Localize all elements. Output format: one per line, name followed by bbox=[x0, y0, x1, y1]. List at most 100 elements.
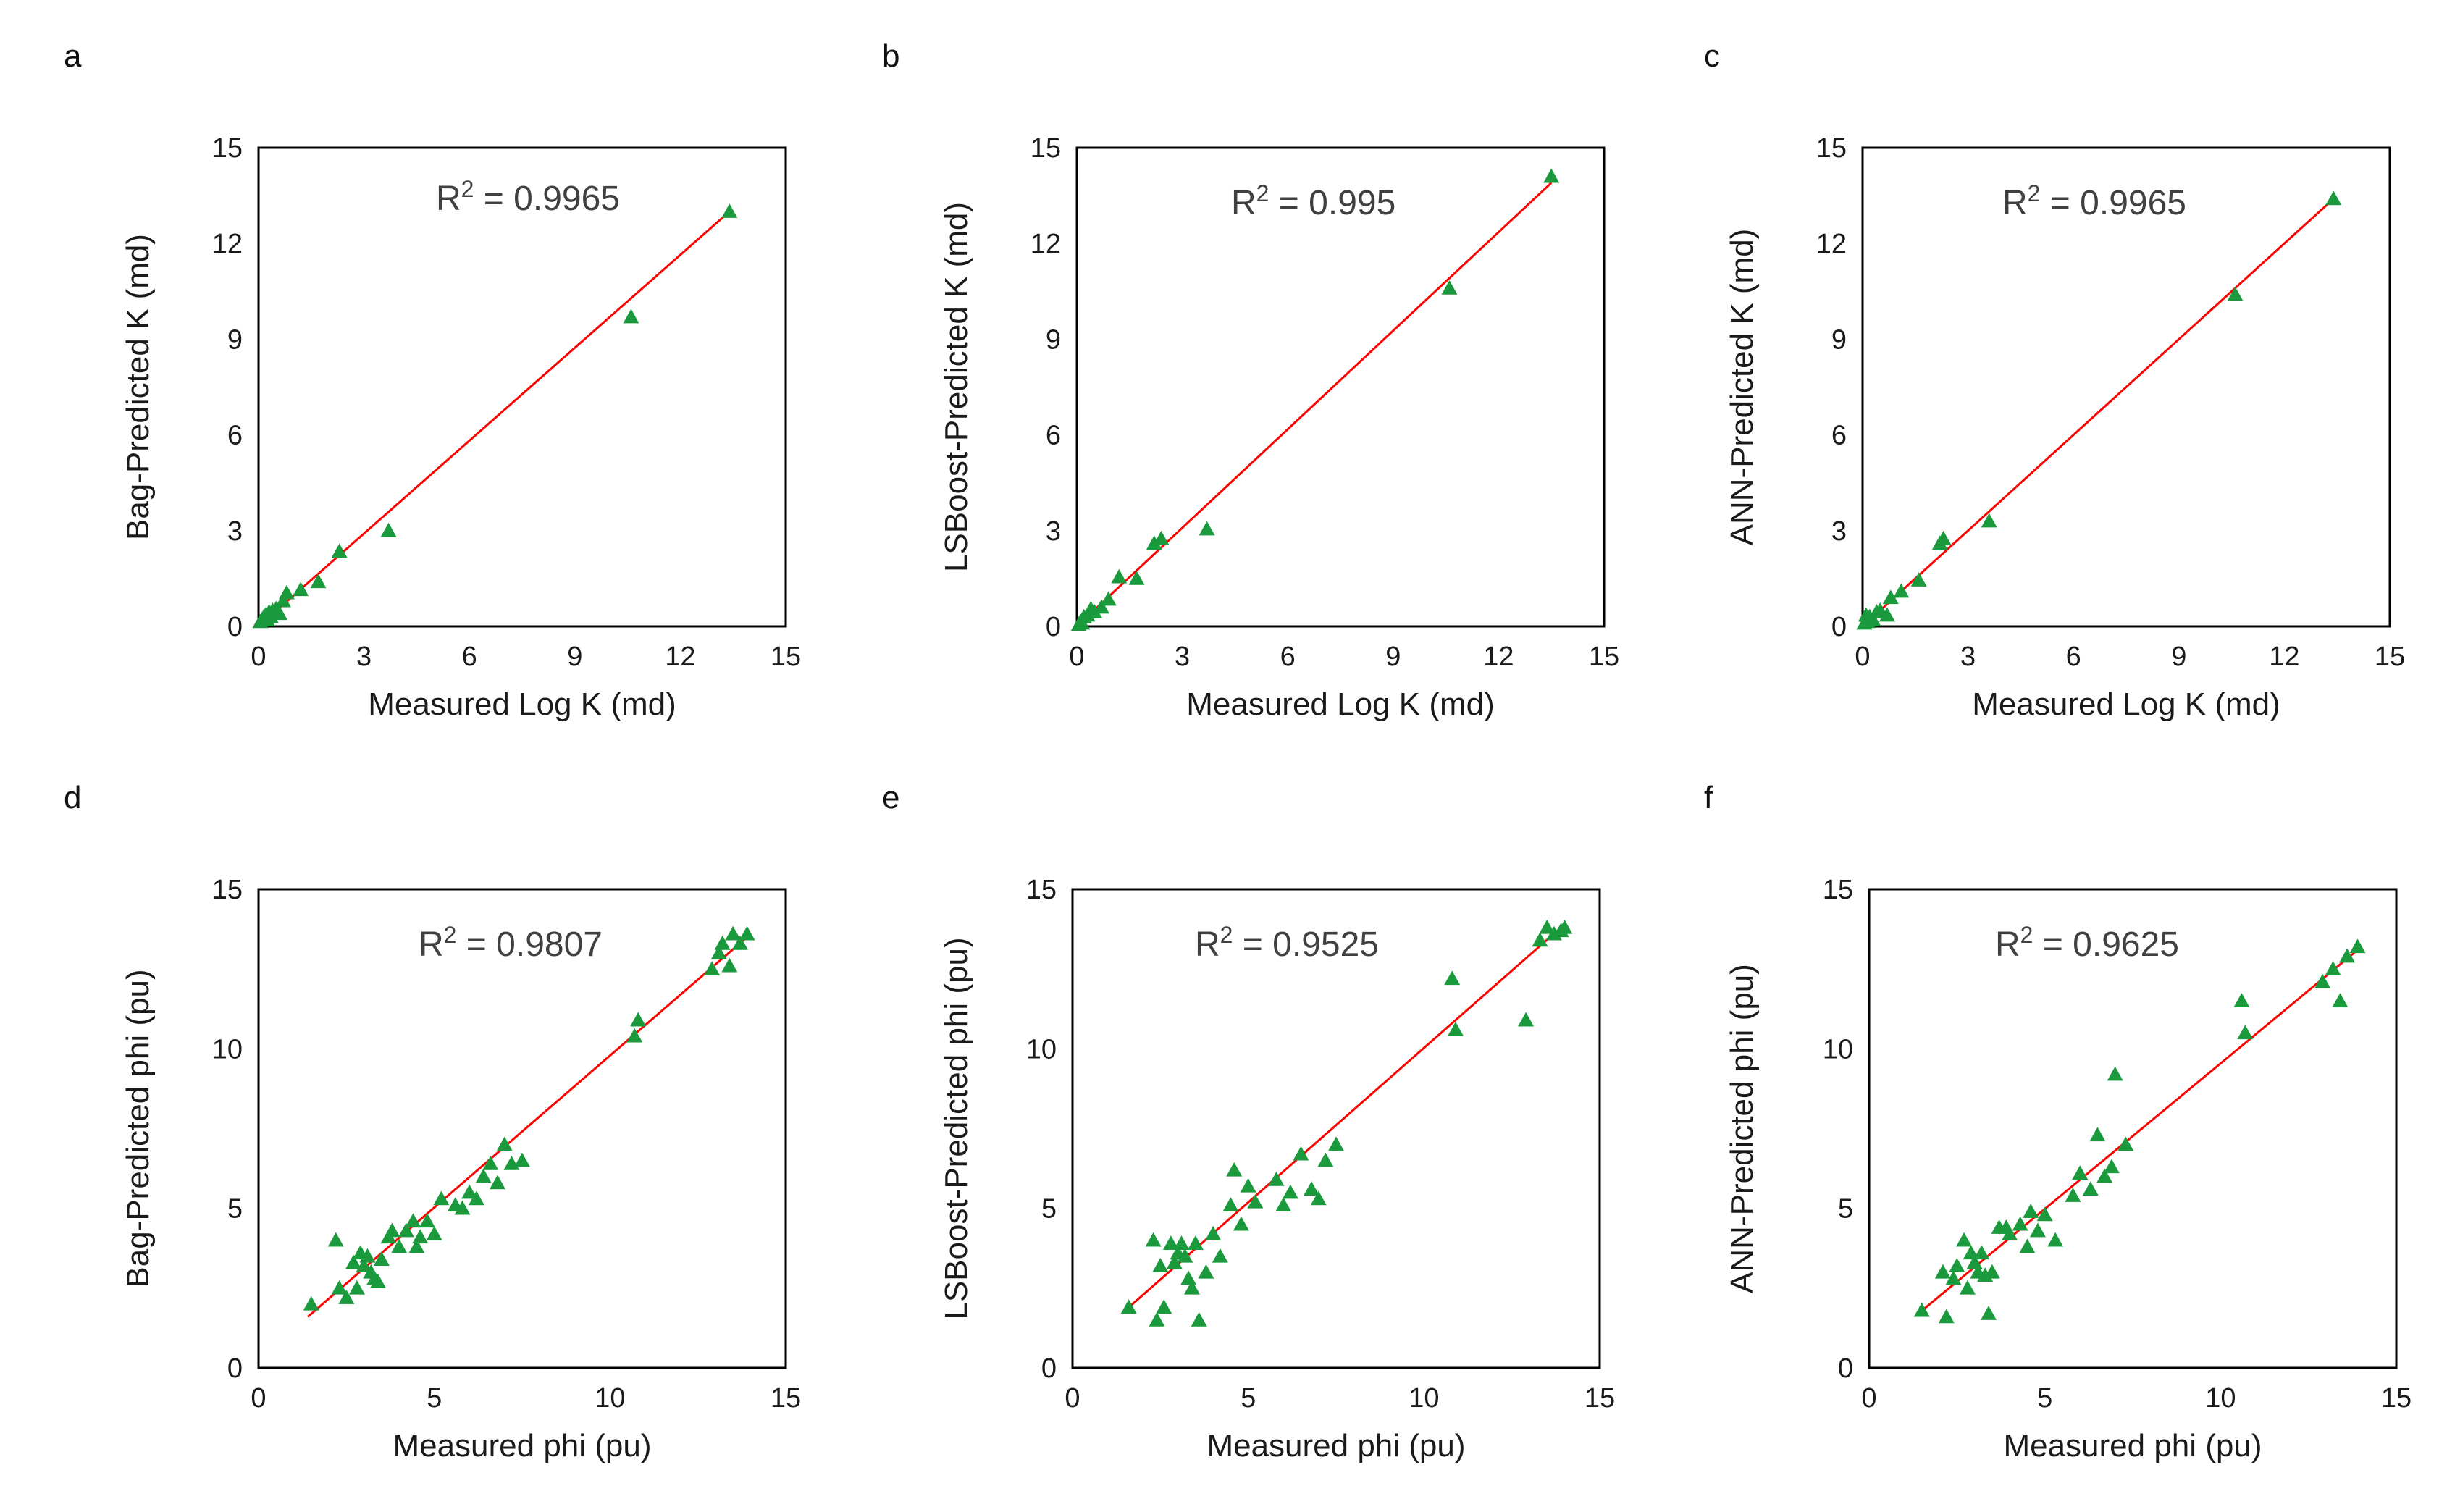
data-point bbox=[1448, 1021, 1464, 1036]
data-point bbox=[2339, 948, 2356, 963]
data-point bbox=[2227, 286, 2244, 301]
r-squared-label: R2 = 0.995 bbox=[1231, 180, 1395, 222]
data-point bbox=[2096, 1168, 2113, 1183]
x-axis-title: Measured Log K (md) bbox=[1186, 686, 1495, 722]
data-point bbox=[1959, 1280, 1976, 1295]
data-point bbox=[1949, 1257, 1965, 1272]
data-point bbox=[278, 584, 295, 600]
x-tick-label: 12 bbox=[2269, 642, 2299, 672]
data-point bbox=[331, 1280, 348, 1295]
data-point bbox=[710, 945, 727, 959]
y-tick-label: 0 bbox=[1838, 1353, 1853, 1384]
data-point bbox=[1304, 1181, 1320, 1196]
y-axis-title: LSBoost-Predicted K (md) bbox=[939, 202, 974, 572]
data-point bbox=[1310, 1190, 1327, 1206]
x-tick-label: 9 bbox=[567, 642, 582, 672]
panel-letter-e: e bbox=[882, 780, 899, 815]
y-tick-label: 15 bbox=[212, 875, 243, 905]
x-tick-label: 10 bbox=[595, 1383, 625, 1414]
data-point bbox=[293, 581, 309, 597]
data-point bbox=[739, 925, 755, 941]
r-squared-label: R2 = 0.9965 bbox=[2002, 180, 2186, 222]
y-tick-label: 3 bbox=[227, 516, 243, 547]
data-point bbox=[310, 574, 327, 589]
x-tick-label: 15 bbox=[2375, 642, 2405, 672]
data-point bbox=[2029, 1222, 2046, 1238]
data-point bbox=[2012, 1216, 2028, 1231]
data-point bbox=[725, 925, 742, 941]
data-point bbox=[1938, 1309, 1955, 1324]
data-point bbox=[1935, 530, 1952, 545]
r-squared-label: R2 = 0.9965 bbox=[436, 176, 620, 218]
data-point bbox=[380, 522, 397, 537]
data-point bbox=[1984, 1264, 2000, 1279]
data-point bbox=[623, 308, 639, 324]
data-point bbox=[1152, 1257, 1169, 1272]
y-tick-label: 9 bbox=[1046, 324, 1061, 355]
x-tick-label: 5 bbox=[2037, 1383, 2052, 1414]
x-tick-label: 15 bbox=[771, 1383, 801, 1414]
data-point bbox=[2325, 961, 2341, 975]
data-point bbox=[1128, 570, 1145, 585]
data-point bbox=[1247, 1193, 1264, 1209]
data-point bbox=[1539, 919, 1556, 934]
data-point bbox=[496, 1136, 513, 1151]
data-point bbox=[1149, 1311, 1165, 1327]
x-tick-label: 6 bbox=[2066, 642, 2081, 672]
data-point bbox=[433, 1190, 450, 1206]
panel-letter-a: a bbox=[64, 38, 82, 74]
x-tick-label: 0 bbox=[1861, 1383, 1876, 1414]
y-tick-label: 0 bbox=[1046, 612, 1061, 642]
x-tick-label: 5 bbox=[427, 1383, 442, 1414]
r-squared-label: R2 = 0.9807 bbox=[419, 922, 603, 964]
x-axis-title: Measured Log K (md) bbox=[368, 686, 676, 722]
data-point bbox=[2103, 1159, 2120, 1174]
y-tick-label: 15 bbox=[1823, 875, 1853, 905]
data-point bbox=[626, 1028, 643, 1043]
y-axis-title: ANN-Predicted K (md) bbox=[1724, 229, 1760, 546]
data-point bbox=[1184, 1280, 1201, 1295]
panel-e: e 0 5 10 15 0 5 10 15 Measured phi (pu) LSBoos… bbox=[882, 780, 1615, 1463]
data-point bbox=[2332, 993, 2349, 1008]
data-point bbox=[1191, 1311, 1207, 1327]
plot-frame bbox=[1075, 146, 1606, 628]
data-point bbox=[338, 1290, 355, 1304]
x-tick-label: 10 bbox=[1409, 1383, 1439, 1414]
x-tick-label: 15 bbox=[771, 642, 801, 672]
data-point bbox=[482, 1155, 499, 1170]
data-point bbox=[272, 605, 288, 621]
data-point bbox=[1981, 513, 1997, 528]
data-point bbox=[303, 1295, 319, 1311]
data-point bbox=[1240, 1177, 1256, 1193]
data-point bbox=[1111, 568, 1128, 584]
panel-letter-b: b bbox=[882, 38, 899, 74]
x-tick-label: 9 bbox=[2171, 642, 2186, 672]
x-tick-label: 3 bbox=[1960, 642, 1976, 672]
data-point bbox=[359, 1248, 376, 1263]
data-point bbox=[731, 935, 748, 950]
y-tick-label: 10 bbox=[1026, 1034, 1057, 1064]
y-axis-title: LSBoost-Predicted phi (pu) bbox=[939, 937, 974, 1319]
data-point bbox=[1945, 1270, 1962, 1285]
data-point bbox=[274, 592, 291, 608]
data-point bbox=[490, 1175, 506, 1190]
data-point bbox=[461, 1184, 478, 1199]
data-point bbox=[1879, 607, 1895, 622]
x-tick-label: 15 bbox=[1585, 1383, 1615, 1414]
plot-frame bbox=[257, 888, 787, 1369]
y-tick-label: 6 bbox=[1831, 421, 1847, 451]
data-point bbox=[419, 1213, 435, 1228]
data-point bbox=[373, 1251, 390, 1266]
y-tick-label: 0 bbox=[1041, 1353, 1057, 1384]
data-point bbox=[408, 1238, 425, 1253]
y-axis-title: Bag-Predicted K (md) bbox=[120, 234, 156, 540]
data-point bbox=[1268, 1172, 1285, 1186]
x-tick-label: 6 bbox=[1280, 642, 1296, 672]
data-point bbox=[1173, 1235, 1190, 1250]
x-tick-label: 0 bbox=[251, 1383, 266, 1414]
y-tick-label: 9 bbox=[227, 324, 243, 355]
data-point bbox=[1100, 591, 1117, 606]
y-tick-label: 6 bbox=[227, 421, 243, 451]
